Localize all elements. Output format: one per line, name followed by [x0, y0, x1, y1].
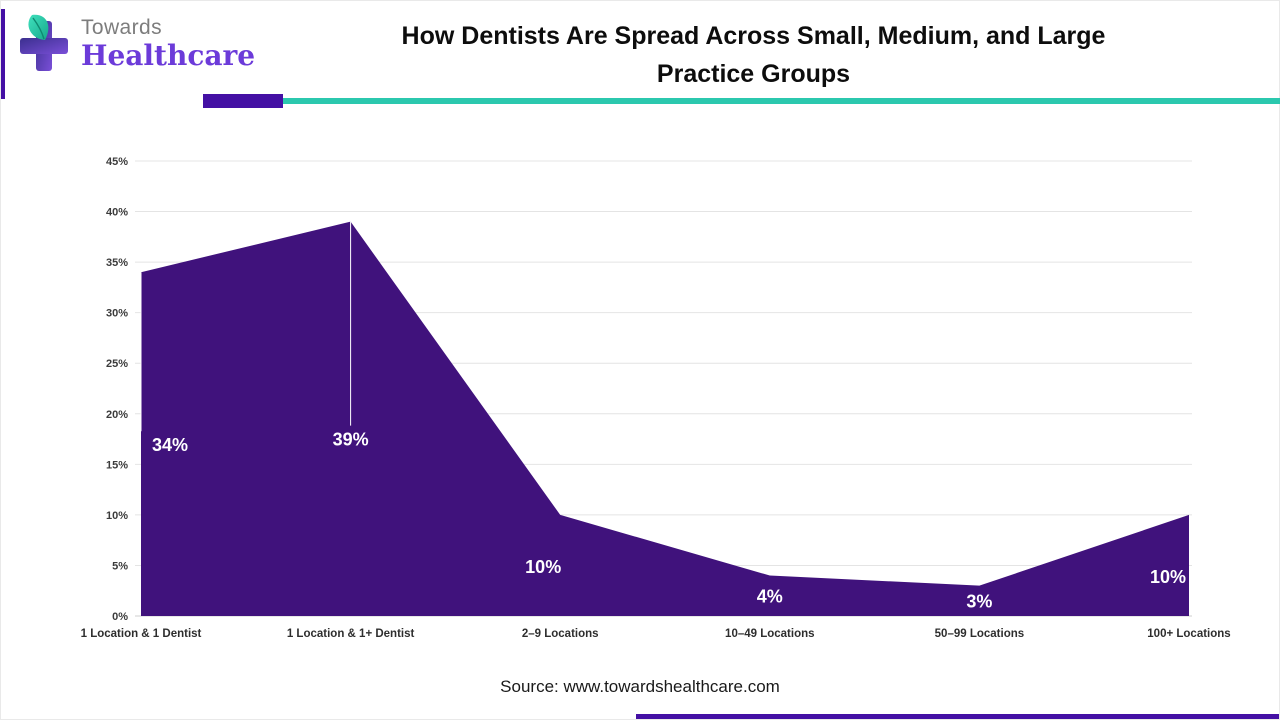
data-label: 39%	[333, 430, 369, 450]
logo-word-towards: Towards	[81, 16, 162, 40]
y-axis-tick-label: 40%	[106, 207, 128, 219]
divider-teal-line	[283, 98, 1280, 104]
y-axis-tick-label: 10%	[106, 510, 128, 522]
left-accent-bar	[1, 9, 5, 99]
divider-purple-segment	[203, 94, 283, 108]
data-label: 10%	[1150, 567, 1186, 587]
chart-title: How Dentists Are Spread Across Small, Me…	[321, 17, 1186, 93]
medical-cross-leaf-icon	[20, 14, 68, 71]
data-label: 34%	[152, 435, 188, 455]
chart-title-line-2: Practice Groups	[656, 60, 851, 88]
x-axis-category-label: 1 Location & 1 Dentist	[81, 628, 202, 640]
y-axis-tick-label: 30%	[106, 308, 128, 320]
area-series	[141, 221, 1189, 616]
data-label: 10%	[525, 557, 561, 577]
x-axis-category-label: 1 Location & 1+ Dentist	[287, 628, 415, 640]
y-axis-tick-label: 25%	[106, 358, 128, 370]
data-label: 4%	[757, 587, 783, 607]
chart-title-line-1: How Dentists Are Spread Across Small, Me…	[401, 22, 1106, 50]
logo-word-healthcare: Healthcare	[81, 39, 256, 73]
towards-healthcare-logo: Towards Healthcare	[15, 13, 255, 75]
x-axis-category-label: 10–49 Locations	[725, 628, 814, 640]
data-label: 3%	[966, 592, 992, 612]
y-axis-tick-label: 20%	[106, 409, 128, 421]
y-axis-tick-label: 35%	[106, 257, 128, 269]
x-axis-category-label: 50–99 Locations	[935, 628, 1024, 640]
y-axis-tick-label: 45%	[106, 156, 128, 168]
source-text: Source: www.towardshealthcare.com	[500, 677, 780, 696]
x-axis-category-label: 2–9 Locations	[522, 628, 599, 640]
x-axis-category-label: 100+ Locations	[1147, 628, 1230, 640]
y-axis-tick-label: 15%	[106, 459, 128, 471]
logo-wordmark: Towards Healthcare	[81, 16, 256, 73]
y-axis-tick-label: 5%	[112, 560, 128, 572]
bottom-accent-bar	[636, 714, 1279, 719]
y-axis-tick-label: 0%	[112, 611, 128, 623]
